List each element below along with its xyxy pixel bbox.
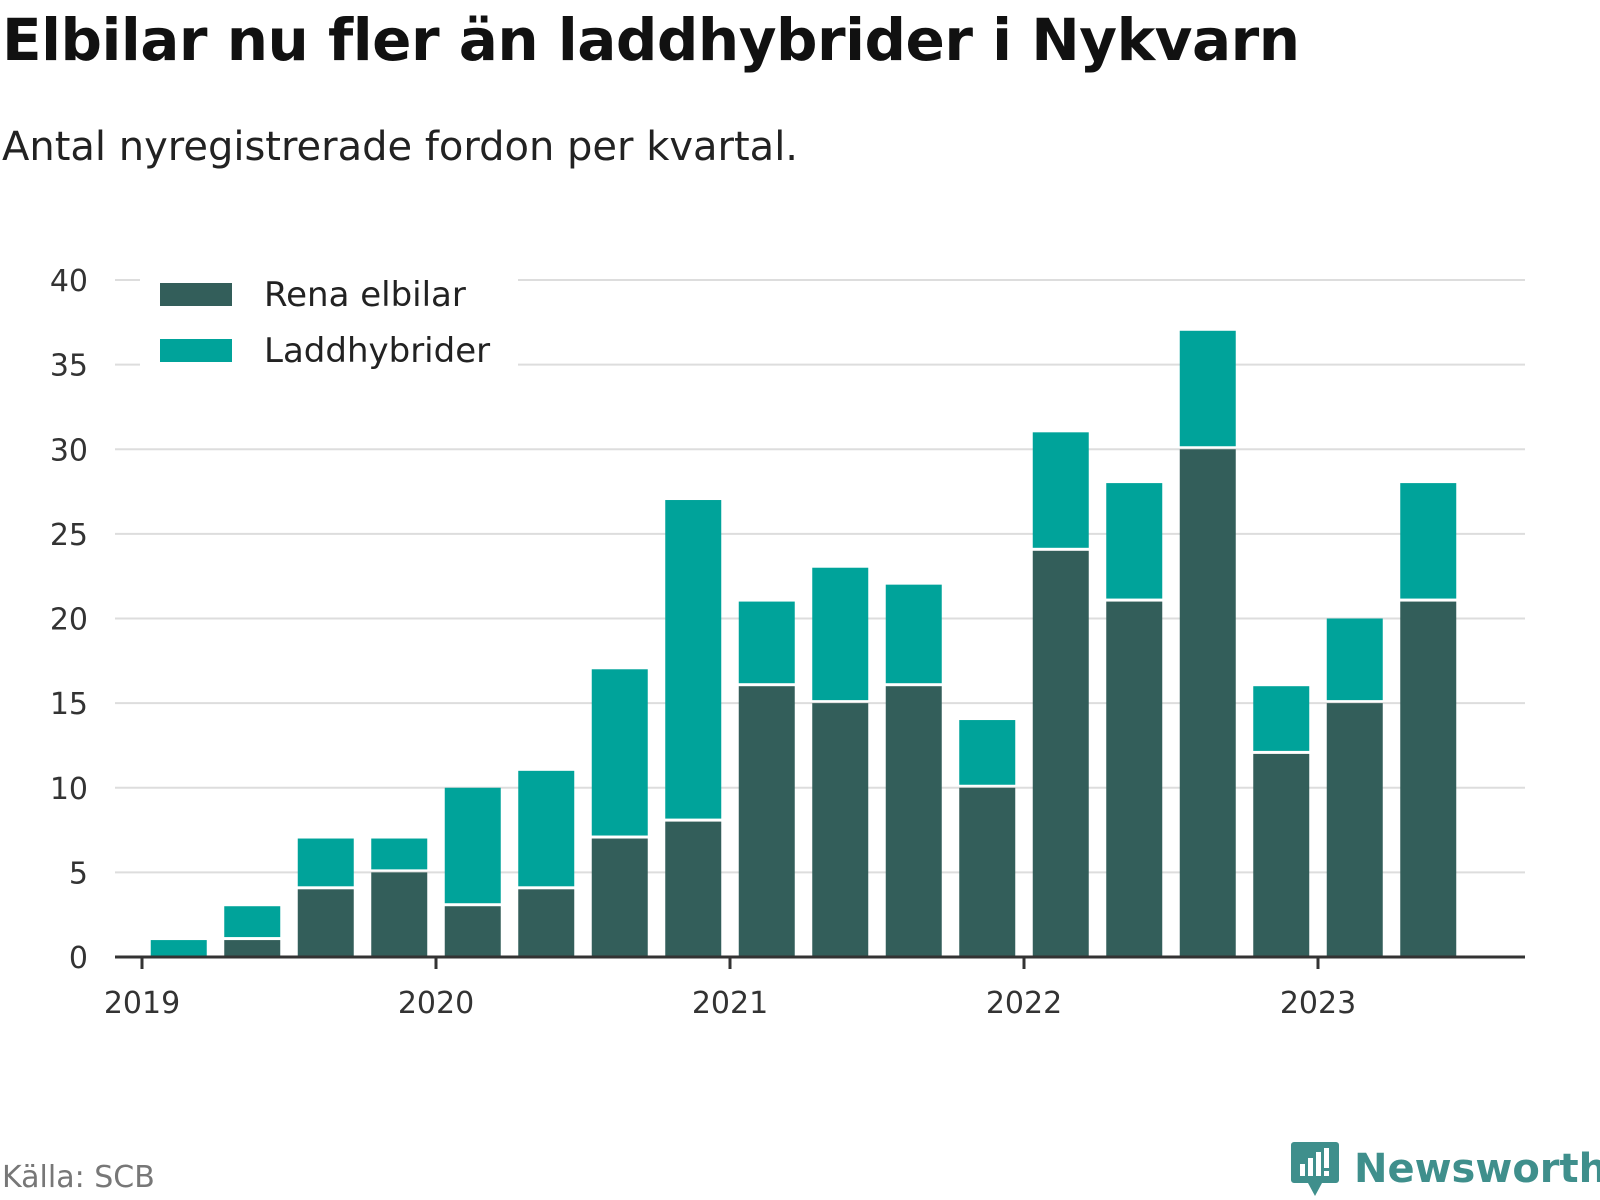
chart-subtitle: Antal nyregistrerade fordon per kvartal. <box>2 124 799 170</box>
bar-rena-elbilar-2019Q3 <box>297 889 354 957</box>
bar-laddhybrider-2022Q3 <box>1179 330 1236 447</box>
y-tick-label-0: 0 <box>69 941 88 976</box>
legend-label-0: Rena elbilar <box>264 275 466 315</box>
bar-rena-elbilar-2019Q2 <box>224 940 281 957</box>
x-tick-label-2022: 2022 <box>986 986 1062 1021</box>
bar-laddhybrider-2023Q1 <box>1326 618 1383 701</box>
bar-rena-elbilar-2021Q2 <box>812 703 869 957</box>
bar-laddhybrider-2019Q3 <box>297 838 354 887</box>
bar-rena-elbilar-2021Q4 <box>959 787 1016 957</box>
bar-rena-elbilar-2022Q4 <box>1253 753 1310 957</box>
bar-laddhybrider-2019Q1 <box>150 940 207 957</box>
stacked-bar-chart: 0 5 10 15 20 25 30 35 40 2019 2020 2021 2022 2023 Ren… <box>50 264 1525 1021</box>
bar-rena-elbilar-2022Q2 <box>1106 601 1163 957</box>
legend: Rena elbilar Laddhybrider <box>140 270 518 378</box>
bar-laddhybrider-2021Q3 <box>885 584 942 684</box>
bar-laddhybrider-2023Q2 <box>1400 483 1457 599</box>
bar-laddhybrider-2022Q4 <box>1253 686 1310 751</box>
bar-rena-elbilar-2019Q4 <box>371 872 428 957</box>
brand-logo: Newsworthy <box>1290 1140 1600 1198</box>
bar-laddhybrider-2020Q2 <box>518 770 575 887</box>
y-tick-label-35: 35 <box>50 349 88 384</box>
bar-laddhybrider-2022Q2 <box>1106 483 1163 599</box>
bar-laddhybrider-2021Q1 <box>738 601 795 684</box>
y-tick-label-10: 10 <box>50 772 88 807</box>
bar-laddhybrider-2019Q2 <box>224 906 281 938</box>
bar-rena-elbilar-2021Q3 <box>885 686 942 957</box>
bar-rena-elbilar-2020Q2 <box>518 889 575 957</box>
bar-rena-elbilar-2022Q1 <box>1032 550 1089 957</box>
y-tick-label-25: 25 <box>50 518 88 553</box>
y-tick-label-15: 15 <box>50 687 88 722</box>
x-tick-label-2020: 2020 <box>398 986 474 1021</box>
y-tick-label-5: 5 <box>69 856 88 891</box>
legend-label-1: Laddhybrider <box>264 331 490 371</box>
bar-laddhybrider-2022Q1 <box>1032 432 1089 548</box>
x-tick-label-2019: 2019 <box>104 986 180 1021</box>
bar-laddhybrider-2019Q4 <box>371 838 428 870</box>
source-note: Källa: SCB <box>2 1160 155 1195</box>
brand-name: Newsworthy <box>1354 1146 1600 1192</box>
bars <box>150 330 1457 957</box>
axes: 0 5 10 15 20 25 30 35 40 2019 2020 2021 2022 2023 <box>50 264 1525 1021</box>
newsworthy-logo-icon <box>1291 1142 1339 1196</box>
bar-rena-elbilar-2023Q1 <box>1326 703 1383 957</box>
bar-rena-elbilar-2020Q4 <box>665 821 722 957</box>
legend-swatch-1 <box>160 339 232 362</box>
bar-laddhybrider-2021Q4 <box>959 720 1016 785</box>
bar-rena-elbilar-2021Q1 <box>738 686 795 957</box>
bar-rena-elbilar-2023Q2 <box>1400 601 1457 957</box>
bar-rena-elbilar-2020Q1 <box>444 906 501 957</box>
bar-rena-elbilar-2022Q3 <box>1179 449 1236 957</box>
y-tick-label-40: 40 <box>50 264 88 299</box>
y-tick-label-20: 20 <box>50 603 88 638</box>
chart-title: Elbilar nu fler än laddhybrider i Nykvar… <box>2 6 1300 74</box>
bar-laddhybrider-2020Q4 <box>665 500 722 819</box>
legend-swatch-0 <box>160 283 232 306</box>
y-tick-label-30: 30 <box>50 433 88 468</box>
bar-laddhybrider-2021Q2 <box>812 567 869 701</box>
bar-rena-elbilar-2020Q3 <box>591 838 648 957</box>
bar-laddhybrider-2020Q3 <box>591 669 648 836</box>
x-tick-label-2021: 2021 <box>692 986 768 1021</box>
bar-laddhybrider-2020Q1 <box>444 787 501 904</box>
x-tick-label-2023: 2023 <box>1280 986 1356 1021</box>
